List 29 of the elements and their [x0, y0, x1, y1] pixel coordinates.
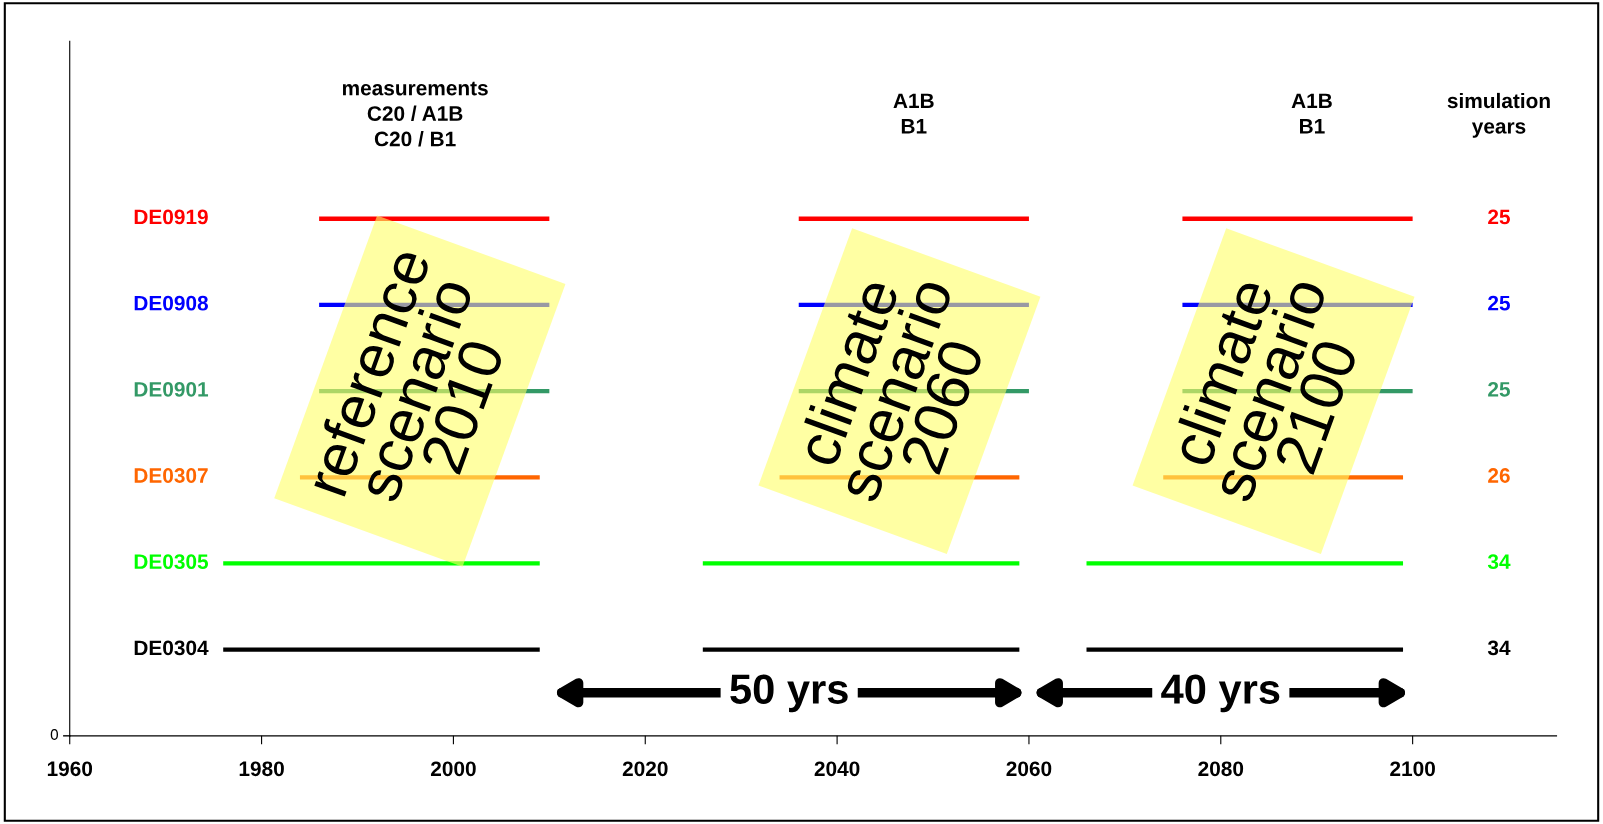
text: A1B B1: [893, 93, 934, 134]
annotation: 50 yrs: [730, 674, 848, 713]
x-tick-label: 1960: [47, 761, 93, 777]
x-tick-label: 2080: [1198, 761, 1244, 777]
annotation: 25: [1488, 209, 1510, 225]
y-tick-label: DE0307: [134, 468, 208, 483]
annotation: climate scenario 2100: [1167, 275, 1359, 504]
y-tick-label: DE0305: [134, 554, 209, 570]
x-tick-label: 2100: [1390, 761, 1435, 777]
y-tick-label: DE0304: [134, 640, 209, 656]
y-tick-label: DE0908: [134, 295, 208, 311]
annotation: 34: [1487, 640, 1511, 656]
y-tick-label: DE0901: [134, 381, 209, 397]
x-tick-label: 2060: [1006, 761, 1052, 777]
text: A1B B1: [1291, 93, 1332, 134]
y-tick-label: DE0919: [134, 209, 208, 225]
annotation: 25: [1488, 381, 1510, 397]
annotation: 26: [1488, 468, 1510, 483]
text: measurements C20 / A1B C20 / B1: [342, 81, 488, 147]
x-tick-label: 1980: [239, 761, 284, 777]
x-tick-label: 2040: [814, 761, 860, 777]
annotation: 34: [1487, 554, 1511, 570]
text: 0: [50, 729, 59, 740]
annotation: 40 yrs: [1161, 674, 1280, 713]
x-tick-label: 2020: [622, 761, 668, 777]
x-tick-label: 2000: [430, 761, 476, 777]
text: simulation years: [1447, 92, 1550, 138]
annotation: 25: [1488, 295, 1510, 311]
annotation: climate scenario 2060: [793, 275, 985, 504]
